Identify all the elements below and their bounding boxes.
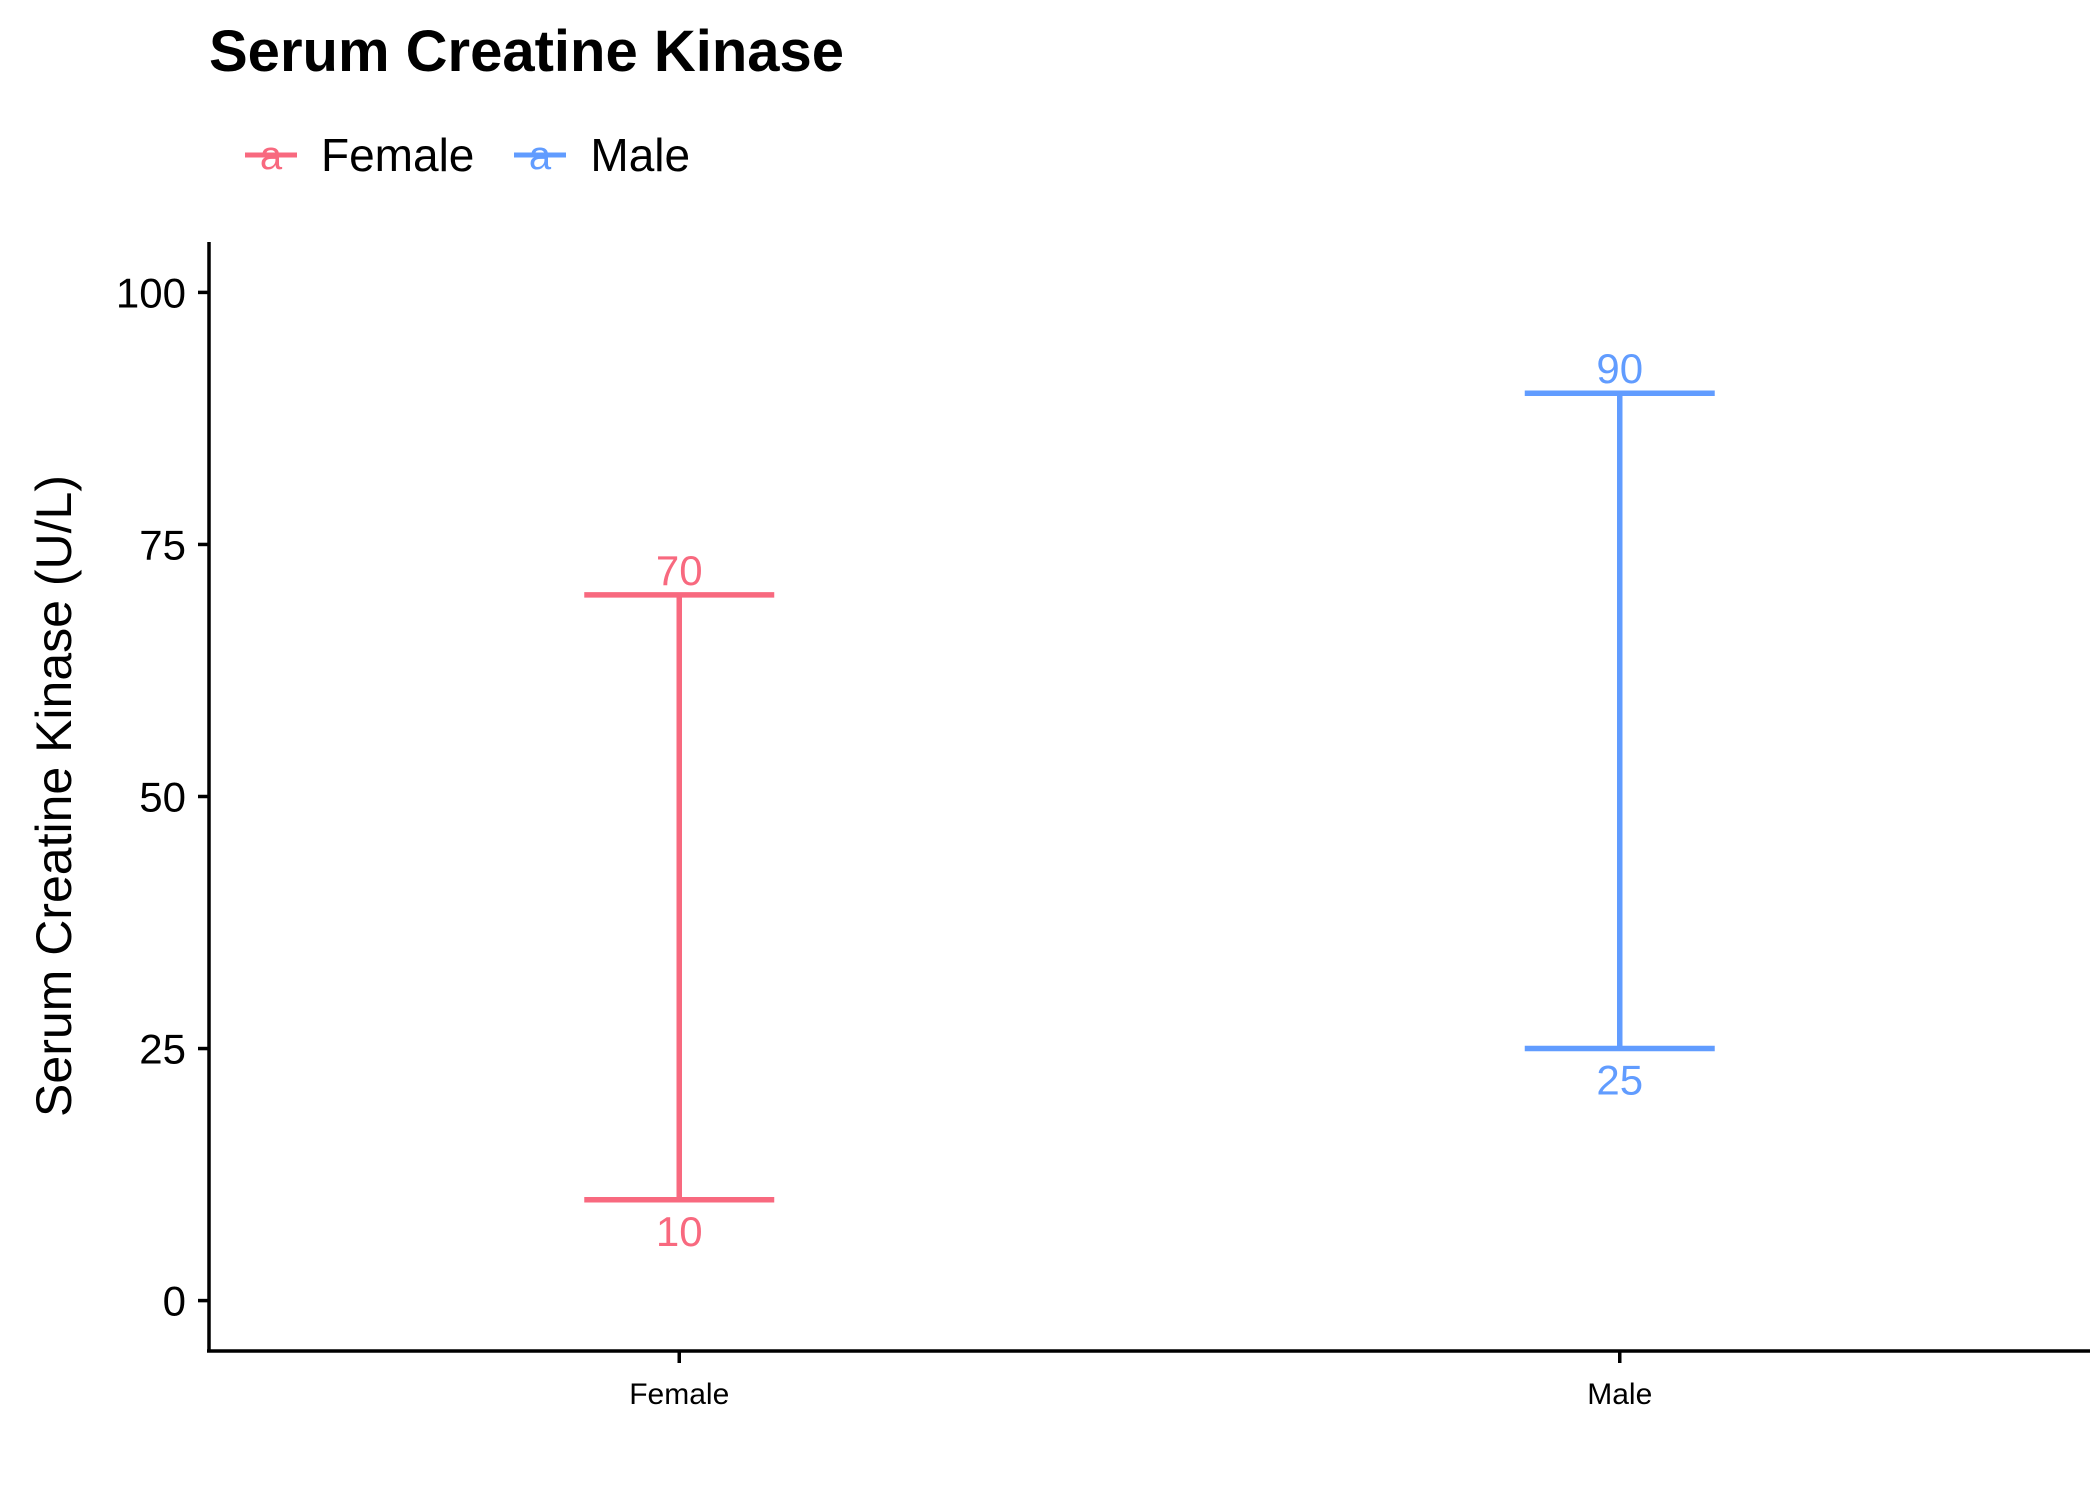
legend-item-male: a Male xyxy=(512,125,690,185)
range-marks: 70 10 90 25 xyxy=(584,345,1715,1255)
y-axis-title: Serum Creatine Kinase (U/L) xyxy=(26,475,82,1117)
y-tick-label: 25 xyxy=(139,1026,186,1073)
data-label-high-female: 70 xyxy=(656,547,703,594)
chart-title: Serum Creatine Kinase xyxy=(209,19,845,84)
y-ticks: 0 25 50 75 100 xyxy=(116,269,209,1325)
y-tick-label: 100 xyxy=(116,269,186,316)
y-tick-label: 75 xyxy=(139,521,186,568)
legend-label-male: Male xyxy=(590,129,691,181)
legend: a Female a Male xyxy=(243,125,728,185)
svg-text:a: a xyxy=(260,134,283,178)
y-tick-label: 50 xyxy=(139,774,186,821)
legend-key-male-icon: a xyxy=(514,134,567,178)
legend-key-female-icon: a xyxy=(245,134,297,178)
x-tick-label: Male xyxy=(1587,1378,1652,1411)
y-tick-label: 0 xyxy=(163,1278,186,1325)
x-ticks: Female Male xyxy=(629,1351,1652,1411)
legend-label-female: Female xyxy=(321,129,475,181)
data-label-low-male: 25 xyxy=(1596,1057,1643,1104)
data-label-low-female: 10 xyxy=(656,1208,703,1255)
legend-item-female: a Female xyxy=(243,125,474,185)
data-label-high-male: 90 xyxy=(1596,345,1643,392)
svg-text:a: a xyxy=(529,134,552,178)
x-tick-label: Female xyxy=(629,1378,729,1411)
